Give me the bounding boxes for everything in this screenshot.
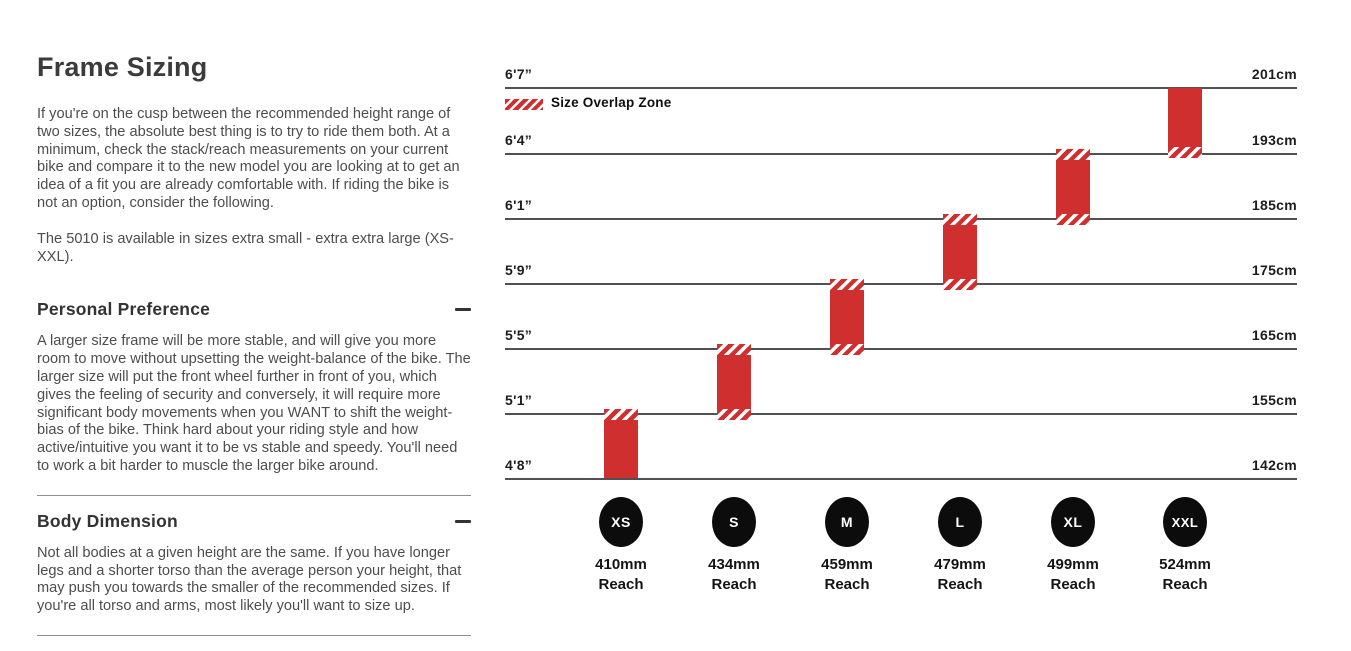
size-circle-m: M	[825, 497, 869, 547]
height-label-imperial: 5'5”	[505, 327, 533, 343]
height-label-imperial: 6'4”	[505, 132, 533, 148]
page-title: Frame Sizing	[37, 52, 208, 82]
size-bar-l	[943, 214, 977, 290]
height-gridline	[505, 153, 1297, 155]
height-label-metric: 193cm	[1251, 132, 1297, 148]
overlap-zone-bottom	[943, 279, 977, 290]
height-gridline	[505, 87, 1297, 89]
size-circle-label: XXL	[1171, 514, 1199, 530]
overlap-zone-top	[604, 409, 638, 420]
size-bar-s	[717, 344, 751, 420]
size-circle-label: L	[955, 514, 965, 530]
size-circle-xs: XS	[599, 497, 643, 547]
height-gridline	[505, 283, 1297, 285]
height-label-imperial: 6'7”	[505, 66, 533, 82]
reach-value: 410mm	[595, 556, 647, 573]
size-range-solid	[604, 420, 638, 478]
height-label-metric: 142cm	[1251, 457, 1297, 473]
reach-value: 459mm	[821, 556, 873, 573]
overlap-zone-top	[1056, 149, 1090, 160]
height-label-imperial: 4'8”	[505, 457, 533, 473]
overlap-zone-bottom	[1056, 214, 1090, 225]
height-label-imperial: 6'1”	[505, 197, 533, 213]
reach-caption: Reach	[1162, 576, 1208, 593]
reach-caption: Reach	[1050, 576, 1096, 593]
section-header-body-dimension[interactable]: Body Dimension	[37, 511, 471, 532]
reach-value: 479mm	[934, 556, 986, 573]
size-circle-s: S	[712, 497, 756, 547]
minus-icon[interactable]	[455, 308, 471, 312]
legend-label: Size Overlap Zone	[551, 95, 672, 110]
section-title: Personal Preference	[37, 299, 211, 320]
size-range-solid	[1056, 160, 1090, 214]
overlap-zone-bottom	[830, 344, 864, 355]
size-range-solid	[830, 290, 864, 344]
availability-paragraph: The 5010 is available in sizes extra sma…	[37, 230, 454, 265]
height-gridline	[505, 348, 1297, 350]
reach-caption: Reach	[824, 576, 870, 593]
reach-label-s: 434mm Reach	[689, 555, 779, 595]
size-circle-label: S	[729, 514, 739, 530]
section-title: Body Dimension	[37, 510, 178, 531]
overlap-zone-bottom	[717, 409, 751, 420]
reach-label-m: 459mm Reach	[802, 555, 892, 595]
size-circle-label: M	[840, 514, 854, 530]
size-bar-xl	[1056, 149, 1090, 225]
height-label-metric: 175cm	[1251, 262, 1297, 278]
reach-label-xl: 499mm Reach	[1028, 555, 1118, 595]
size-range-solid	[1168, 88, 1202, 147]
reach-caption: Reach	[711, 576, 757, 593]
size-range-solid	[717, 355, 751, 409]
height-label-metric: 165cm	[1251, 327, 1297, 343]
section-header-personal-preference[interactable]: Personal Preference	[37, 299, 471, 320]
reach-caption: Reach	[937, 576, 983, 593]
size-range-solid	[943, 225, 977, 279]
reach-label-xxl: 524mm Reach	[1140, 555, 1230, 595]
reach-value: 524mm	[1159, 556, 1211, 573]
height-gridline	[505, 413, 1297, 415]
height-label-imperial: 5'9”	[505, 262, 533, 278]
overlap-zone-top	[717, 344, 751, 355]
reach-label-xs: 410mm Reach	[576, 555, 666, 595]
intro-paragraph: If you're on the cusp between the recomm…	[37, 106, 460, 211]
minus-icon[interactable]	[455, 519, 471, 523]
size-circle-xl: XL	[1051, 497, 1095, 547]
size-circle-xxl: XXL	[1163, 497, 1207, 547]
left-column: Frame Sizing If you're on the cusp betwe…	[37, 52, 471, 651]
height-label-metric: 155cm	[1251, 392, 1297, 408]
size-circle-l: L	[938, 497, 982, 547]
reach-label-l: 479mm Reach	[915, 555, 1005, 595]
size-circle-label: XS	[611, 514, 631, 530]
height-label-metric: 201cm	[1251, 66, 1297, 82]
body-dimension-body: Not all bodies at a given height are the…	[37, 544, 462, 615]
height-gridline	[505, 218, 1297, 220]
height-label-imperial: 5'1”	[505, 392, 533, 408]
overlap-zone-top	[830, 279, 864, 290]
reach-value: 499mm	[1047, 556, 1099, 573]
size-circle-label: XL	[1063, 514, 1083, 530]
overlap-zone-hatch-swatch	[505, 99, 543, 110]
size-bar-xxl	[1168, 88, 1202, 158]
size-bar-xs	[604, 409, 638, 478]
overlap-zone-bottom	[1168, 147, 1202, 158]
reach-value: 434mm	[708, 556, 760, 573]
reach-caption: Reach	[598, 576, 644, 593]
height-gridline	[505, 478, 1297, 480]
size-bar-m	[830, 279, 864, 355]
section-divider	[37, 494, 471, 496]
height-label-metric: 185cm	[1251, 197, 1297, 213]
personal-preference-body: A larger size frame will be more stable,…	[37, 333, 471, 474]
overlap-zone-top	[943, 214, 977, 225]
section-divider	[37, 634, 471, 636]
